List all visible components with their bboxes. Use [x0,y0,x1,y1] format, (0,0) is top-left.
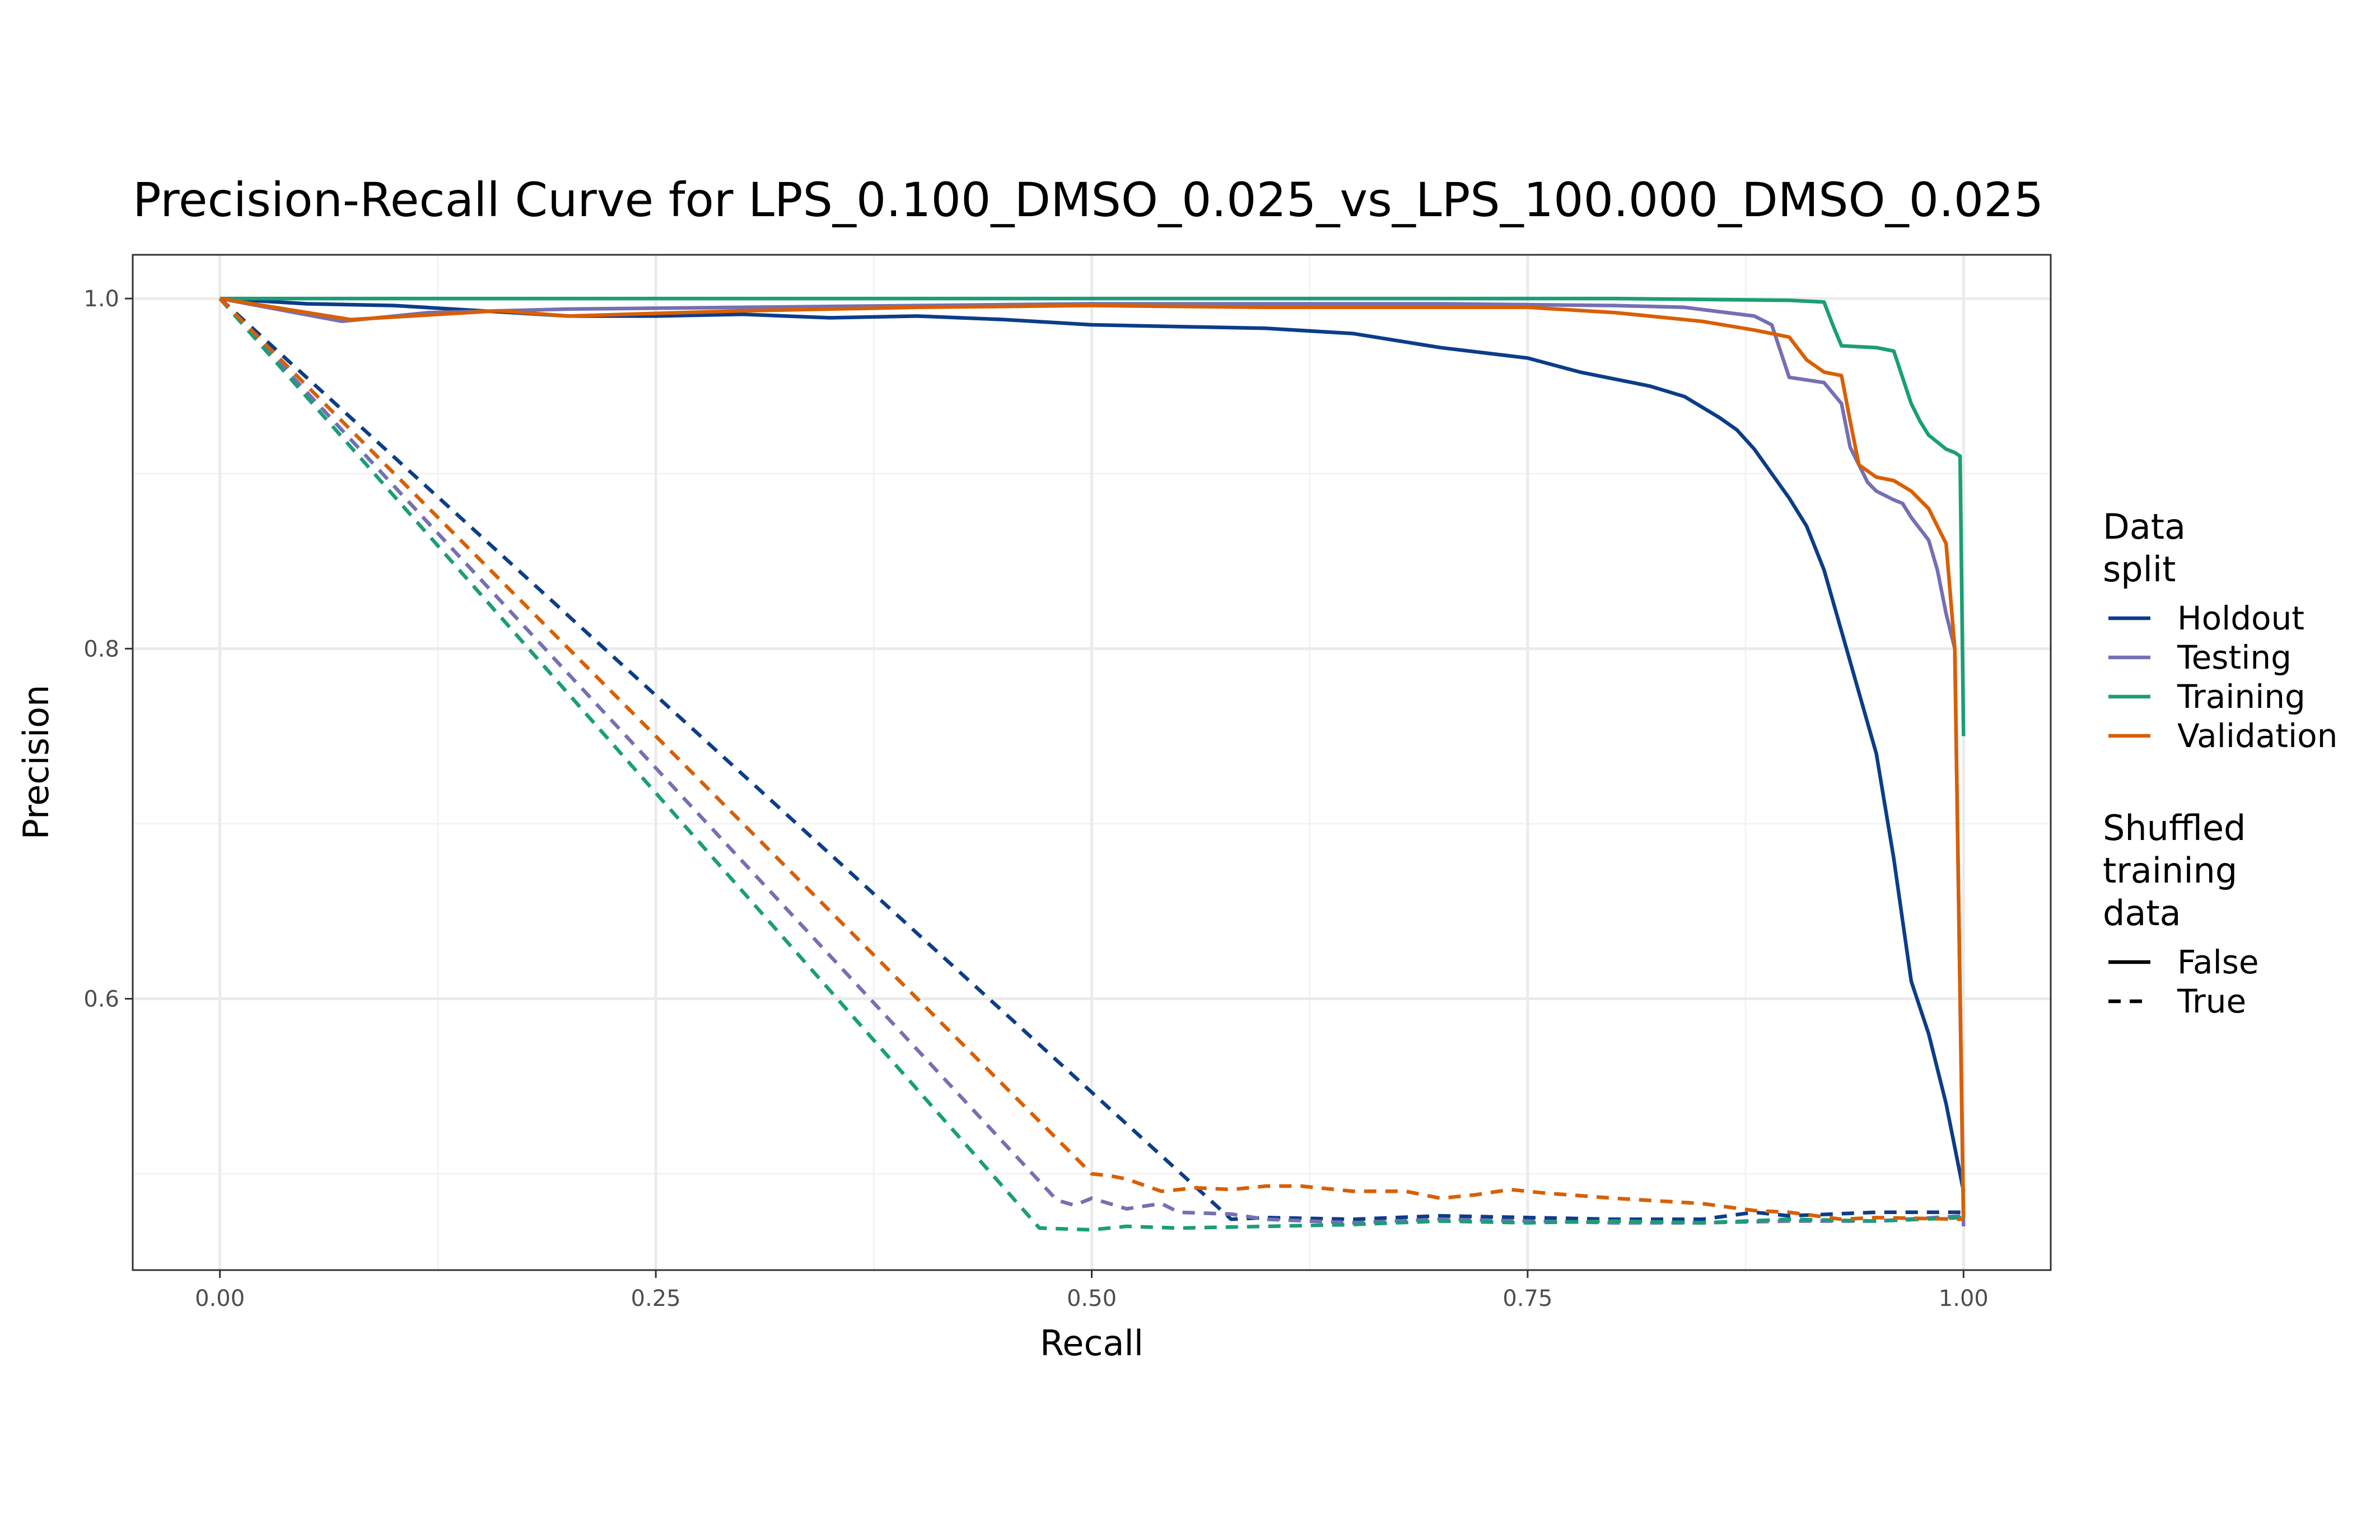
legend: Data split HoldoutTestingTrainingValidatio… [2103,506,2337,1020]
y-tick-label: 0.6 [83,986,119,1012]
x-tick-label: 0.00 [195,1286,245,1312]
series-line-testing-shuffled-false [220,296,1966,1226]
series-layer [218,296,1966,1232]
series-line-holdout-shuffled-true [218,297,1964,1221]
legend-label-true: True [2177,982,2246,1020]
series-line-validation-shuffled-false [220,296,1966,1218]
legend-label-false: False [2177,943,2259,981]
y-axis: 0.6 0.8 1.0 [83,286,133,1012]
y-axis-title: Precision [16,685,57,840]
legend-label-testing: Testing [2177,638,2292,676]
series-line-holdout-shuffled-false [220,296,1966,1192]
legend-label-holdout: Holdout [2177,599,2304,637]
plot-panel [132,254,2052,1271]
legend-title-data-split: Data split [2103,506,2186,590]
series-line-testing-shuffled-true [218,297,1964,1225]
series-line-validation-shuffled-true [218,297,1964,1221]
chart-title: Precision-Recall Curve for LPS_0.100_DMS… [133,172,2043,227]
x-axis-title: Recall [1040,1323,1144,1364]
y-tick-label: 1.0 [83,286,119,312]
x-axis: 0.00 0.25 0.50 0.75 1.00 [195,1270,1989,1312]
y-tick-label: 0.8 [83,636,119,662]
series-line-training-shuffled-true [218,297,1964,1232]
series-line-training-shuffled-false [220,296,1966,736]
x-tick-label: 0.50 [1067,1286,1117,1312]
x-tick-label: 1.00 [1939,1286,1989,1312]
x-tick-label: 0.75 [1502,1286,1552,1312]
legend-label-validation: Validation [2177,717,2337,755]
legend-label-training: Training [2177,678,2306,716]
x-tick-label: 0.25 [631,1286,681,1312]
legend-title-shuffled: Shuffled training data [2103,808,2246,934]
